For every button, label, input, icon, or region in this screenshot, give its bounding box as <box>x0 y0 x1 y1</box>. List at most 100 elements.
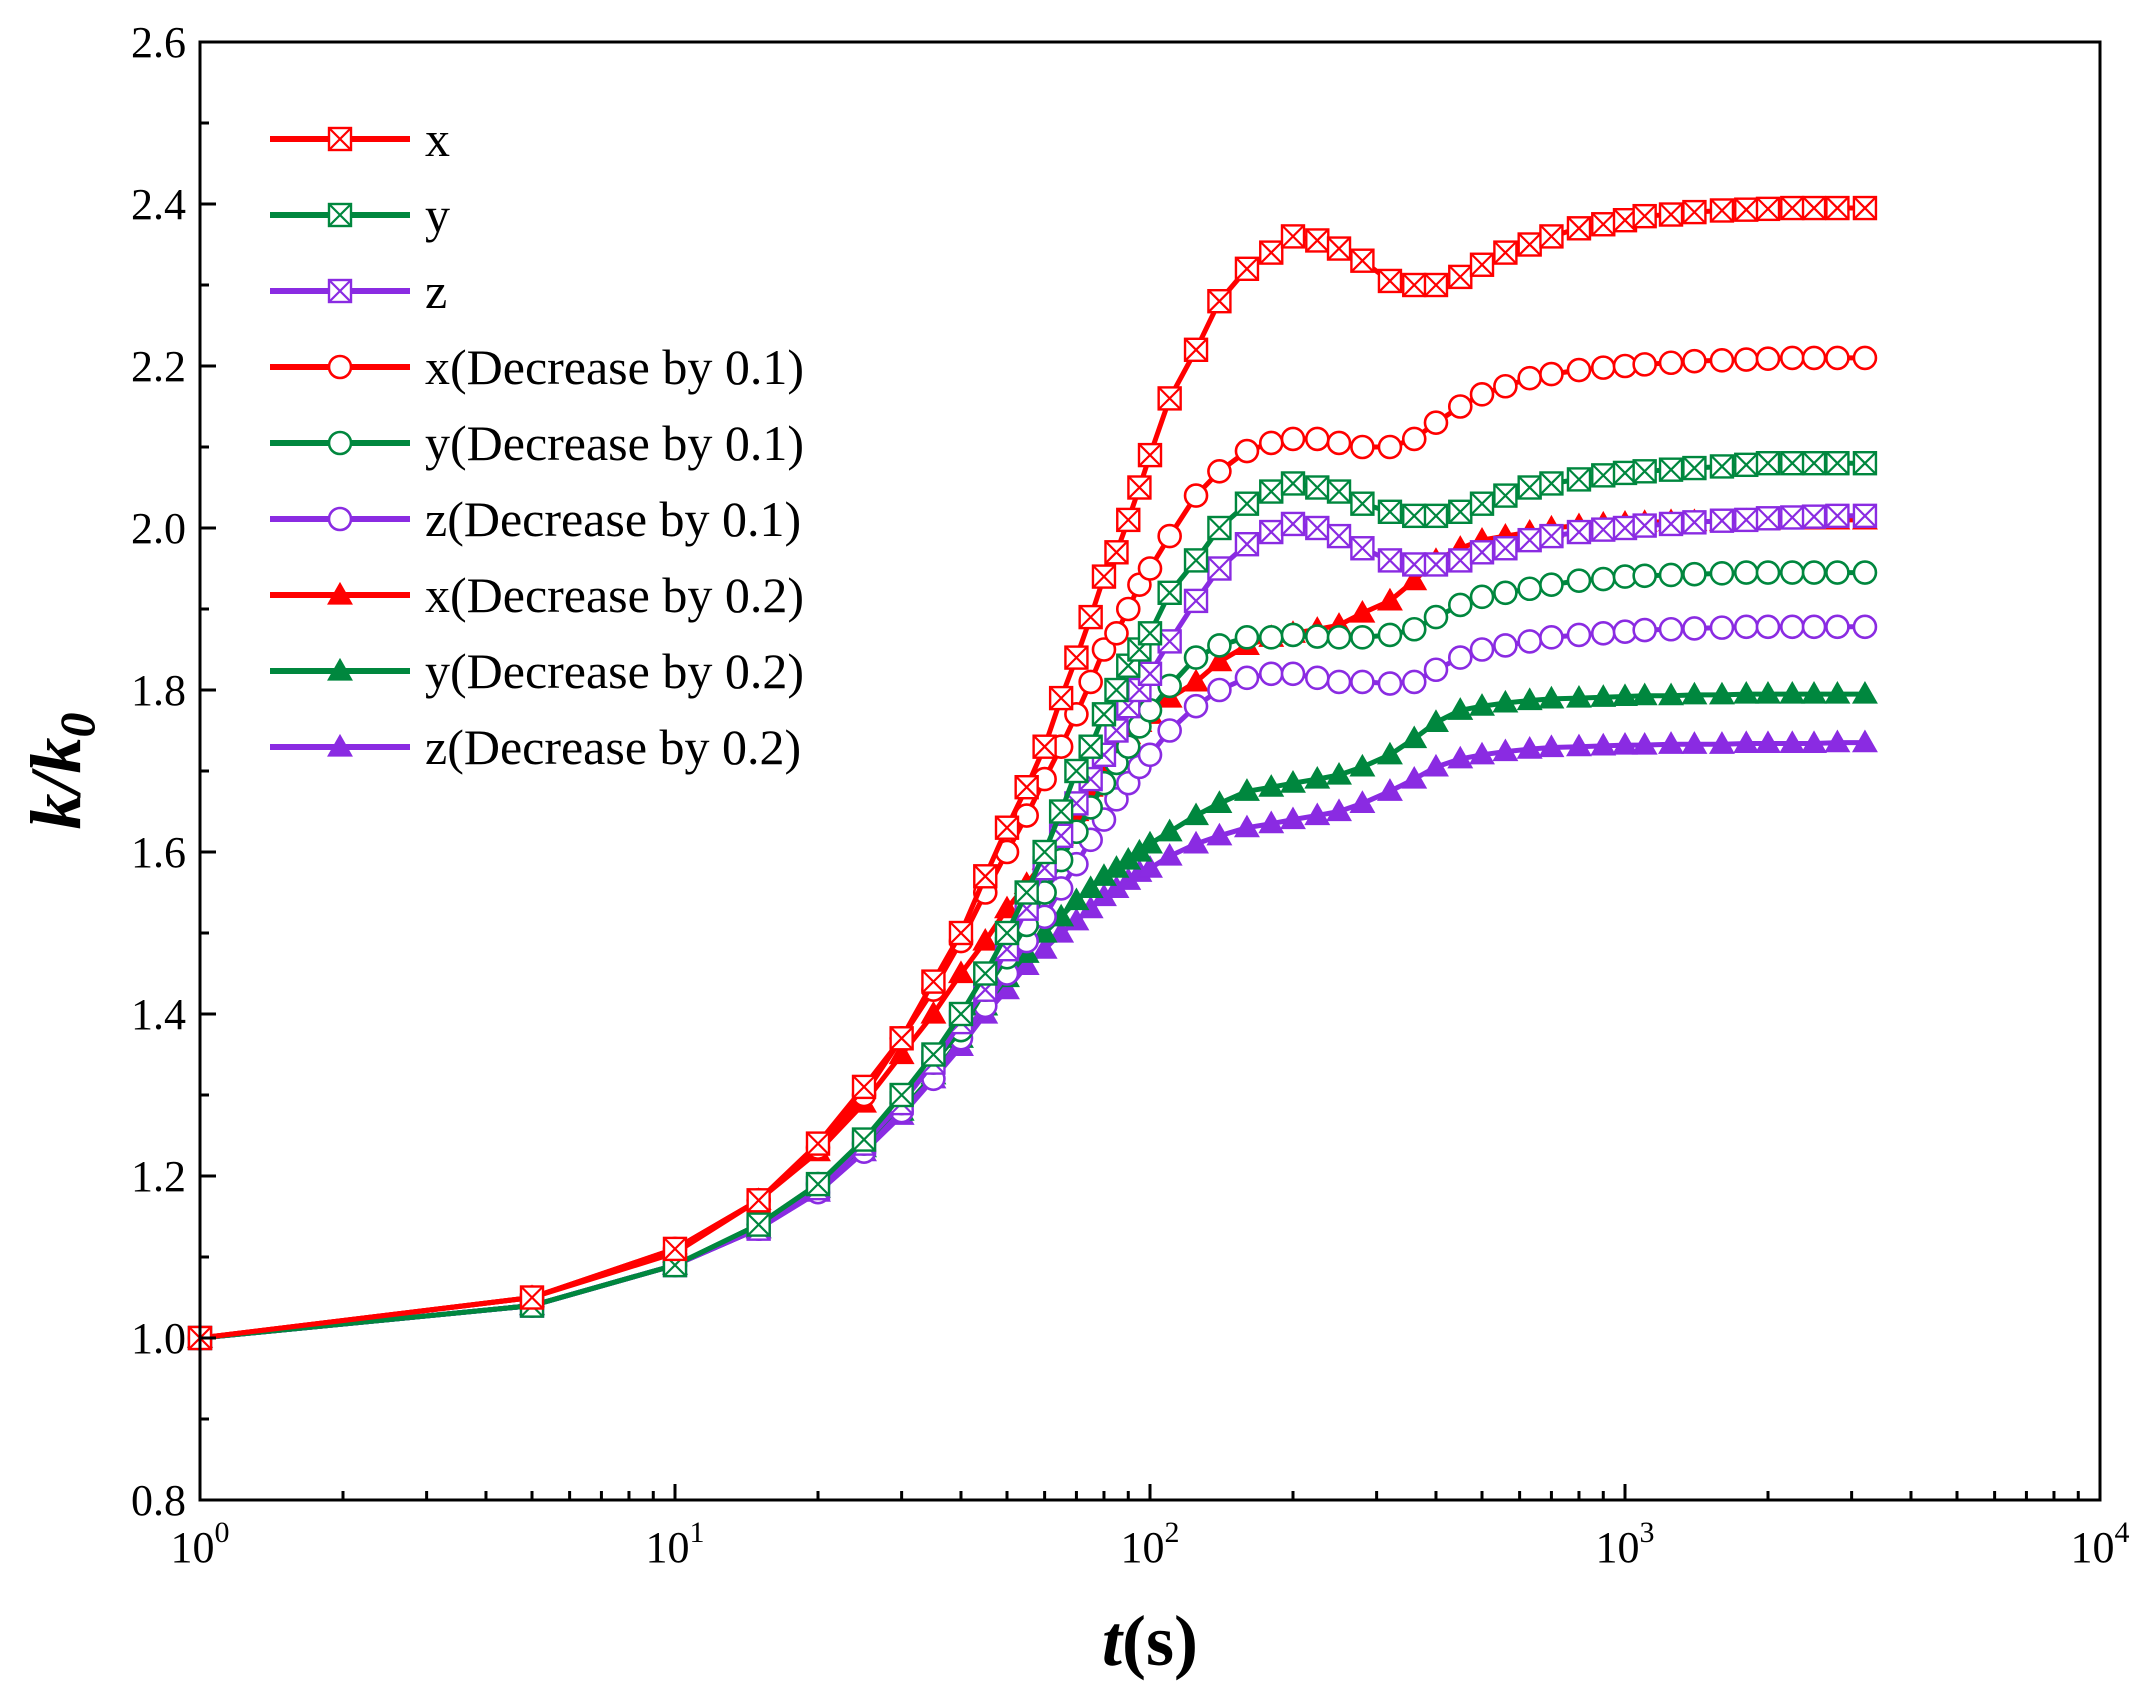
marker-cross <box>949 921 973 945</box>
data-point <box>1077 875 1104 899</box>
marker-cross <box>1780 451 1805 475</box>
data-point <box>1207 515 1232 541</box>
y-axis-title-main: k/k <box>16 737 96 829</box>
marker-cross <box>1402 504 1427 528</box>
data-point <box>1137 621 1163 646</box>
data-point <box>1377 499 1403 524</box>
marker-cross <box>328 203 352 227</box>
marker-cross <box>1327 236 1351 261</box>
marker-cross <box>1780 505 1805 530</box>
marker-cross <box>1207 516 1232 540</box>
data-point <box>1801 680 1827 704</box>
marker-cross <box>1378 500 1402 524</box>
data-point <box>1183 483 1209 508</box>
data-point <box>1402 503 1427 529</box>
data-point <box>1469 252 1495 277</box>
marker-cross <box>1281 471 1305 496</box>
data-point <box>1183 830 1209 854</box>
data-point <box>1104 677 1129 703</box>
data-point <box>972 927 999 951</box>
legend-label: z <box>425 263 447 319</box>
marker-cross <box>1682 510 1707 535</box>
data-point <box>1590 566 1616 592</box>
data-point <box>1591 463 1616 488</box>
data-point <box>1517 527 1542 553</box>
legend-marker <box>327 278 353 304</box>
data-point <box>1824 729 1851 753</box>
data-point <box>1852 614 1878 640</box>
data-point <box>1376 741 1403 765</box>
data-point <box>1517 365 1542 391</box>
data-point <box>1779 680 1806 704</box>
marker-cross <box>1092 702 1116 727</box>
data-point <box>1801 730 1827 754</box>
data-point <box>1032 734 1057 759</box>
marker-cross <box>973 961 998 986</box>
data-point <box>1350 491 1375 516</box>
marker-cross <box>1734 508 1759 532</box>
data-point <box>1207 289 1232 314</box>
marker-cross <box>1567 520 1591 544</box>
data-point <box>1048 919 1075 943</box>
legend-marker <box>327 733 353 757</box>
data-point <box>1516 736 1543 759</box>
data-point <box>1078 734 1103 759</box>
data-point <box>1780 505 1805 530</box>
data-point <box>1280 471 1306 496</box>
marker-cross <box>1259 479 1284 504</box>
data-point <box>1590 355 1616 380</box>
data-point <box>1612 515 1638 541</box>
data-point <box>1566 357 1592 383</box>
data-point <box>1447 645 1473 670</box>
data-point <box>948 960 974 984</box>
data-point <box>1755 506 1781 531</box>
marker-cross <box>921 1042 946 1067</box>
data-point <box>1401 426 1427 452</box>
data-point <box>1632 352 1657 377</box>
marker-cross <box>328 279 352 303</box>
data-point <box>1755 730 1781 754</box>
data-point <box>1326 669 1352 695</box>
data-point <box>1448 499 1473 524</box>
data-point <box>1755 560 1781 585</box>
data-point <box>1423 657 1449 683</box>
data-point <box>1801 451 1827 476</box>
marker-cross <box>1235 532 1259 556</box>
data-point <box>1104 787 1129 812</box>
data-point <box>1632 459 1657 484</box>
marker-cross <box>806 1172 830 1196</box>
legend-marker <box>327 657 353 681</box>
data-point <box>1517 629 1542 654</box>
marker-cross <box>1470 491 1494 516</box>
data-point <box>1183 693 1209 719</box>
x-tick-base: 10 <box>1596 1523 1640 1572</box>
data-point <box>1137 855 1163 878</box>
data-point <box>1517 232 1542 257</box>
data-point <box>1377 671 1403 696</box>
data-point <box>1539 625 1564 650</box>
data-point <box>1658 457 1684 482</box>
x-tick-label: 102 <box>1121 1516 1180 1572</box>
marker-cross <box>1734 453 1759 477</box>
data-point <box>1206 648 1233 672</box>
data-point <box>1779 560 1805 585</box>
marker-cross <box>995 815 1019 840</box>
data-point <box>921 969 946 994</box>
data-point <box>1423 272 1449 298</box>
data-point <box>1709 615 1735 640</box>
data-point <box>1280 511 1306 537</box>
data-point <box>1032 839 1057 865</box>
data-point <box>1304 802 1331 826</box>
data-point <box>1280 770 1306 793</box>
marker-cross <box>328 127 352 151</box>
marker-cross <box>1032 734 1057 759</box>
data-point <box>1376 778 1403 801</box>
data-point <box>1658 350 1684 376</box>
data-point <box>1401 725 1428 749</box>
marker-cross <box>1591 212 1616 237</box>
marker-cross <box>1539 524 1564 548</box>
marker-cross <box>1613 516 1637 540</box>
y-tick-label: 0.8 <box>131 1476 186 1525</box>
marker-cross <box>1756 451 1780 475</box>
